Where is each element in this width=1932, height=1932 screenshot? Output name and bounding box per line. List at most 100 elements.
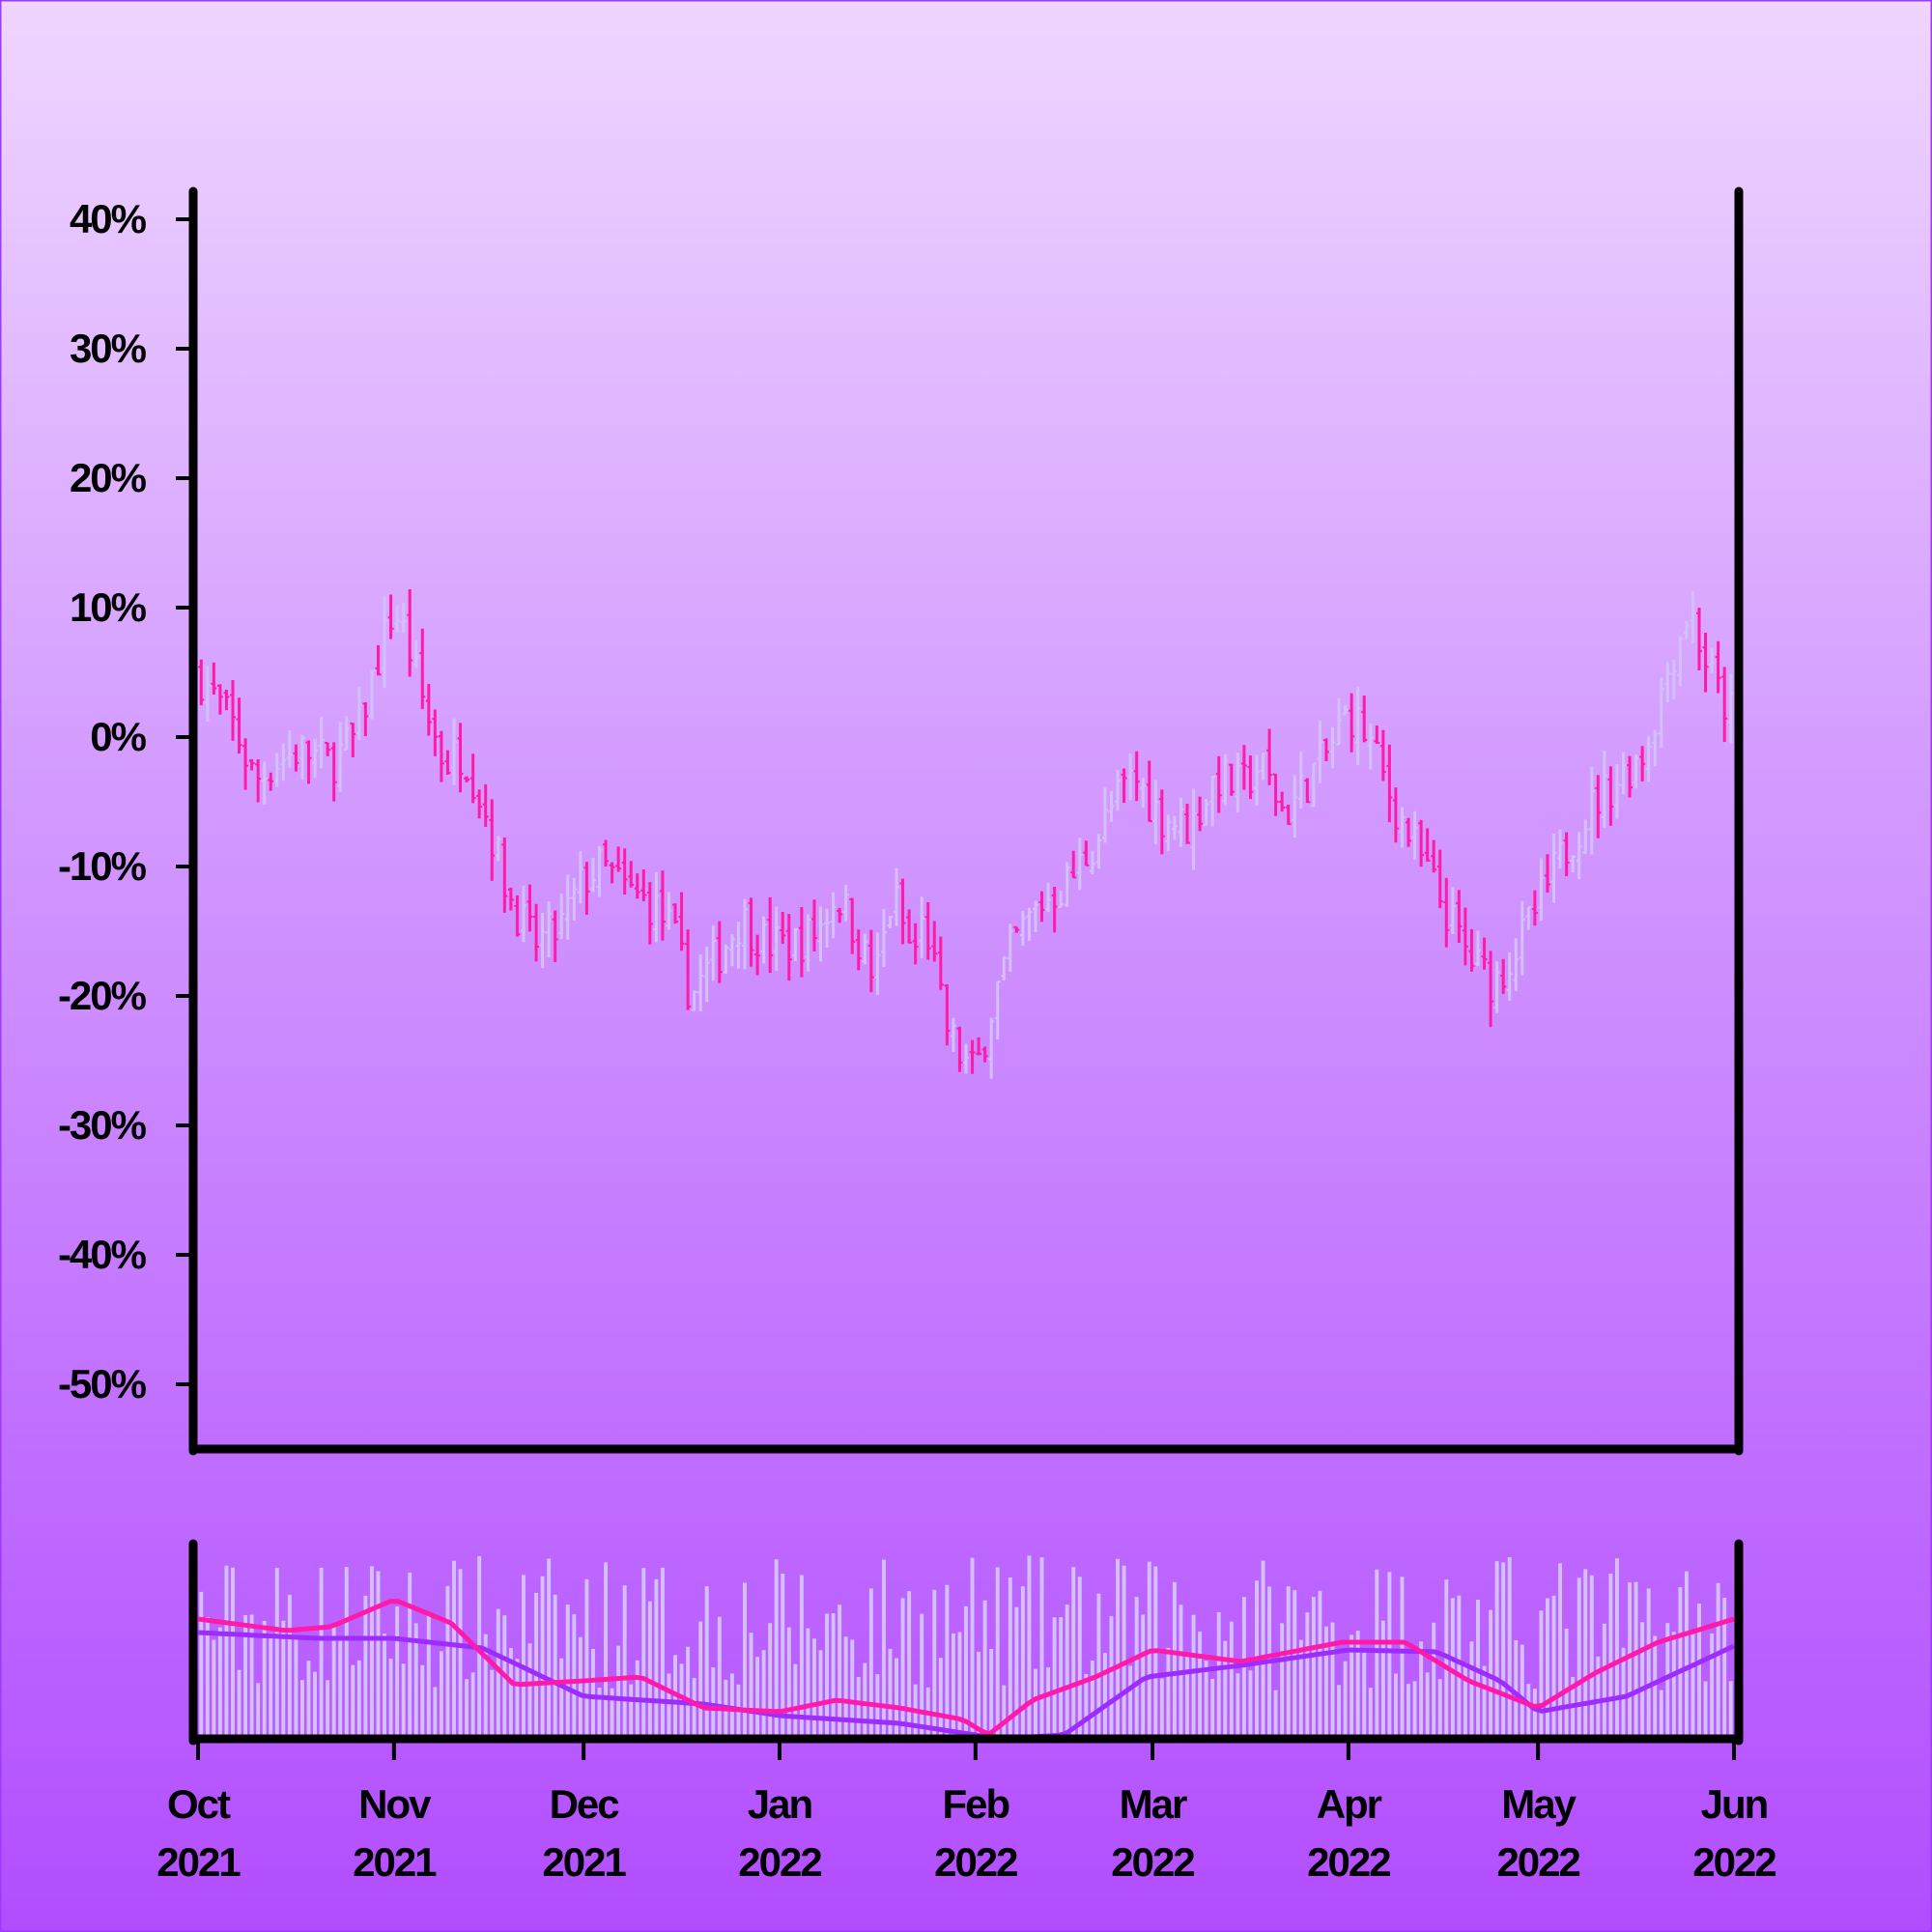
ohlc-bar-down	[1715, 640, 1721, 694]
ohlc-bar-down	[1544, 854, 1550, 894]
y-tick-label: -10%	[58, 843, 147, 889]
volume-bar	[1380, 1620, 1385, 1739]
volume-bar	[515, 1659, 520, 1739]
ohlc-bar-up	[1342, 704, 1349, 716]
ohlc-bar-up	[792, 927, 799, 962]
volume-bar	[1027, 1555, 1032, 1739]
volume-bar	[1526, 1684, 1531, 1739]
ohlc-bar-up	[1222, 754, 1229, 806]
volume-bar	[237, 1669, 242, 1739]
volume-bar	[1665, 1623, 1670, 1739]
ohlc-bar-down	[1083, 840, 1090, 867]
ohlc-bar-down	[810, 899, 817, 952]
volume-bar	[1034, 1668, 1037, 1739]
ohlc-bar-down	[1721, 667, 1728, 743]
volume-bar	[881, 1559, 886, 1739]
volume-bar	[1728, 1681, 1733, 1739]
volume-bar	[1532, 1689, 1537, 1739]
ohlc-bar-down	[255, 759, 262, 803]
ohlc-bar-down	[1304, 778, 1311, 804]
ohlc-bar-up	[1165, 814, 1172, 852]
volume-bar	[1437, 1679, 1442, 1739]
volume-bar	[1002, 1685, 1007, 1739]
volume-bar	[1362, 1651, 1367, 1739]
volume-bar	[1102, 1653, 1107, 1739]
volume-bar	[496, 1608, 500, 1739]
ohlc-bar-up	[1645, 736, 1652, 782]
volume-bar	[1520, 1644, 1524, 1739]
volume-bar	[1393, 1673, 1398, 1739]
volume-bar	[1678, 1587, 1683, 1739]
x-tick-label-month: May	[1501, 1781, 1577, 1827]
ohlc-bar-down	[1379, 729, 1386, 781]
ohlc-bar-up	[1064, 862, 1070, 907]
volume-bar	[1546, 1598, 1549, 1739]
volume-bar	[654, 1578, 659, 1739]
ohlc-bar-down	[1436, 849, 1443, 909]
ohlc-bar-down	[1279, 791, 1286, 812]
volume-bar	[559, 1658, 564, 1739]
volume-bar	[1432, 1622, 1436, 1739]
ohlc-bar-down	[293, 744, 299, 772]
ohlc-bar-up	[261, 761, 268, 805]
ohlc-bar-down	[1488, 951, 1494, 1028]
ohlc-bar-down	[1462, 907, 1468, 966]
x-tick-label-year: 2022	[738, 1839, 821, 1885]
volume-bar	[326, 1680, 330, 1739]
ohlc-bar-down	[552, 910, 558, 963]
volume-bar	[205, 1617, 210, 1739]
fast-moving-average-line	[197, 1599, 1735, 1737]
volume-bar	[369, 1566, 374, 1739]
volume-bar	[806, 1628, 810, 1739]
volume-bar	[1141, 1614, 1146, 1739]
volume-bar	[1583, 1569, 1588, 1739]
volume-bar	[338, 1639, 343, 1739]
volume-bar	[1172, 1581, 1177, 1739]
ohlc-bar-up	[1045, 882, 1052, 912]
ohlc-bar-down	[931, 921, 938, 962]
volume-bar	[774, 1559, 779, 1739]
volume-bar	[673, 1655, 677, 1739]
volume-bar	[1116, 1558, 1120, 1739]
volume-bar	[572, 1614, 577, 1739]
ohlc-bar-up	[1652, 729, 1659, 767]
volume-bar	[686, 1646, 691, 1739]
volume-bar	[597, 1687, 602, 1739]
y-tick-label: -20%	[58, 973, 147, 1018]
ohlc-bar-down	[425, 683, 432, 736]
volume-bar	[1628, 1582, 1632, 1739]
volume-bar	[590, 1648, 595, 1739]
volume-bar	[1241, 1597, 1246, 1739]
volume-bar	[534, 1592, 539, 1739]
ohlc-bar-down	[767, 896, 774, 974]
volume-bar	[989, 1649, 994, 1739]
ohlc-bar-up	[312, 738, 319, 779]
volume-bar	[818, 1650, 823, 1739]
ohlc-bar-down	[1456, 890, 1463, 944]
ohlc-bar-up	[1178, 797, 1184, 847]
volume-bar	[331, 1624, 336, 1739]
y-tick-label: 30%	[70, 326, 147, 371]
ohlc-bar-down	[211, 662, 217, 695]
ohlc-bar-up	[1152, 780, 1159, 845]
ohlc-bar-up	[805, 914, 811, 972]
volume-bar	[1412, 1681, 1417, 1739]
volume-bar	[1039, 1557, 1044, 1739]
volume-bar	[433, 1687, 438, 1739]
volume-bar	[1558, 1563, 1563, 1739]
ohlc-bar-down	[646, 882, 653, 945]
volume-bar	[825, 1613, 830, 1739]
ohlc-bar-down	[659, 870, 666, 941]
ohlc-bar-down	[583, 862, 590, 915]
volume-bar	[388, 1659, 393, 1739]
ohlc-bar-down	[1133, 751, 1140, 802]
x-tick-label-year: 2022	[934, 1839, 1017, 1885]
ohlc-bar-up	[1677, 636, 1684, 687]
volume-bar	[1400, 1577, 1405, 1739]
ohlc-bar-down	[634, 873, 640, 899]
volume-bar	[243, 1614, 248, 1739]
ohlc-bar-up	[1588, 766, 1595, 855]
volume-bar	[831, 1613, 836, 1739]
volume-bar	[1096, 1593, 1101, 1739]
